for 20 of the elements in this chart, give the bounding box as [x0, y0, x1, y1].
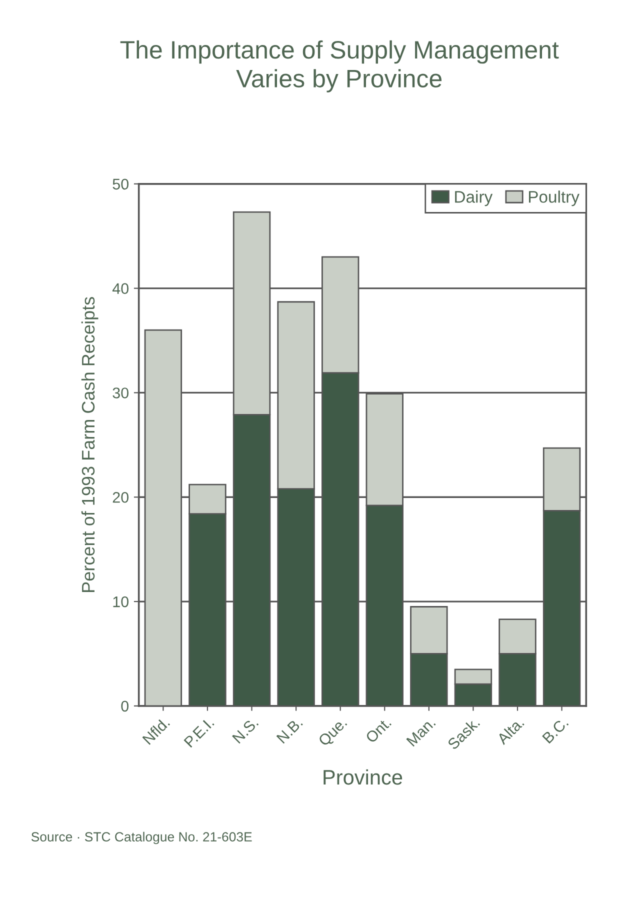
- x-tick-label: N.S.: [232, 716, 259, 744]
- source-note: Source · STC Catalogue No. 21-603E: [31, 832, 252, 844]
- legend-label: Dairy: [455, 190, 493, 206]
- x-tick-label: Nfld.: [142, 716, 170, 745]
- x-tick-label: Alta.: [496, 716, 524, 746]
- x-tick-label: Que.: [318, 716, 350, 748]
- y-tick-label: 50: [112, 178, 129, 190]
- legend-label: Poultry: [528, 190, 580, 206]
- y-tick-label: 10: [113, 596, 129, 608]
- y-tick-label: 30: [112, 388, 129, 398]
- x-tick-label: Ont.: [365, 716, 392, 744]
- y-tick-label: 20: [112, 492, 129, 503]
- chart-title: The Importance of Supply Management Varies by Province: [120, 40, 559, 92]
- x-tick-label: Man.: [406, 717, 436, 747]
- x-axis-title: Province: [324, 769, 402, 785]
- y-tick-label: 0: [121, 700, 129, 712]
- y-tick-label: 40: [112, 283, 129, 294]
- y-axis-title: Percent of 1993 Farm Cash Receipts: [81, 297, 98, 592]
- x-tick-label: N.B.: [276, 717, 303, 744]
- x-tick-label: B.C.: [542, 716, 569, 744]
